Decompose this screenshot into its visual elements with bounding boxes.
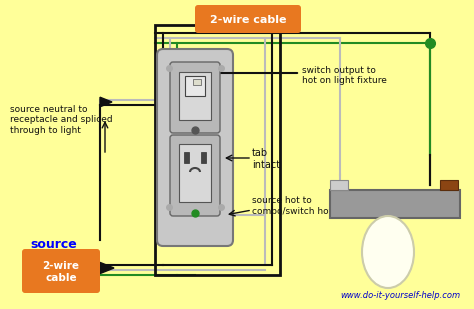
Bar	[201, 152, 206, 163]
Bar	[193, 79, 201, 85]
Text: source hot to
combo/switch hot: source hot to combo/switch hot	[252, 196, 332, 215]
Text: source neutral to
receptacle and spliced
through to light: source neutral to receptacle and spliced…	[10, 105, 113, 135]
FancyBboxPatch shape	[157, 49, 233, 246]
Bar	[155, 25, 280, 275]
Polygon shape	[100, 97, 112, 107]
Polygon shape	[100, 262, 114, 273]
Text: switch output to
hot on light fixture: switch output to hot on light fixture	[302, 66, 387, 85]
FancyBboxPatch shape	[22, 249, 100, 293]
Text: source: source	[30, 238, 77, 251]
Bar	[185, 76, 205, 96]
Ellipse shape	[362, 216, 414, 288]
Bar	[179, 144, 211, 202]
Text: tab
intact: tab intact	[252, 148, 280, 170]
Bar	[440, 180, 458, 190]
Text: 2-wire cable: 2-wire cable	[210, 15, 286, 25]
Text: www.do-it-yourself-help.com: www.do-it-yourself-help.com	[340, 291, 460, 300]
Bar	[330, 190, 460, 218]
FancyBboxPatch shape	[170, 62, 220, 133]
FancyBboxPatch shape	[195, 5, 301, 33]
Bar	[179, 72, 211, 120]
Text: 2-wire
cable: 2-wire cable	[43, 261, 80, 283]
Bar	[330, 180, 348, 190]
FancyBboxPatch shape	[170, 135, 220, 216]
Bar	[184, 152, 189, 163]
